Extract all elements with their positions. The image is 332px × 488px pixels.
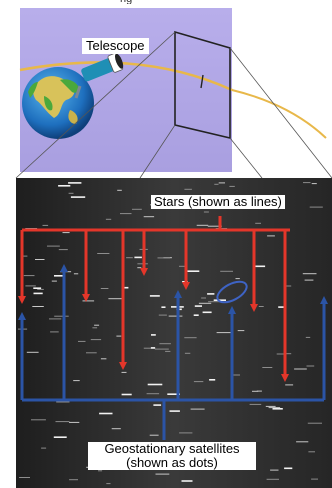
projection-line-mid-left — [139, 124, 176, 179]
orbit-arc — [19, 61, 233, 92]
projection-line-right — [229, 47, 332, 179]
highlight-ellipse — [216, 280, 248, 304]
top-cutoff: ng — [0, 0, 332, 4]
satellites-label-line2: (shown as dots) — [126, 455, 218, 470]
satellites-label: Geostationary satellites (shown as dots) — [88, 442, 256, 470]
stars-bracket — [20, 216, 290, 374]
stars-bracket-arrowheads — [18, 268, 289, 382]
star-streak-in-frame — [200, 74, 204, 89]
projection-line-mid-right — [229, 137, 263, 179]
satellites-label-line1: Geostationary satellites — [104, 441, 240, 456]
earth-globe-icon — [22, 67, 94, 139]
projection-line-left — [15, 31, 176, 179]
telescope-icon — [74, 52, 124, 99]
orbit-arc-extension — [231, 89, 327, 139]
satellites-bracket — [20, 272, 326, 440]
top-cutoff-text: ng — [120, 0, 132, 4]
stars-label: Stars (shown as lines) — [151, 195, 285, 209]
telescope-label: Telescope — [82, 38, 149, 54]
satellites-bracket-arrowheads — [18, 264, 328, 320]
